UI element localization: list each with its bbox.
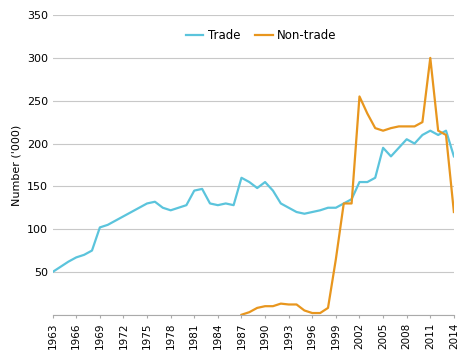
Legend: Trade, Non-trade: Trade, Non-trade — [181, 24, 342, 46]
Non-trade — [254, 306, 260, 310]
Non-trade — [302, 308, 307, 312]
Non-trade — [380, 129, 386, 133]
Y-axis label: Number ('000): Number ('000) — [11, 124, 21, 206]
Trade — [451, 154, 457, 158]
Non-trade — [412, 124, 417, 129]
Trade — [81, 253, 87, 257]
Non-trade — [420, 120, 425, 124]
Line: Trade: Trade — [53, 131, 454, 272]
Non-trade — [317, 311, 323, 315]
Trade — [309, 210, 315, 214]
Non-trade — [388, 126, 394, 130]
Non-trade — [278, 301, 283, 306]
Non-trade — [365, 111, 370, 116]
Non-trade — [451, 210, 457, 214]
Trade — [239, 176, 244, 180]
Non-trade — [443, 133, 449, 137]
Non-trade — [372, 126, 378, 130]
Non-trade — [239, 312, 244, 317]
Non-trade — [357, 94, 362, 99]
Trade — [428, 129, 433, 133]
Non-trade — [286, 302, 291, 307]
Non-trade — [349, 201, 354, 206]
Non-trade — [294, 302, 299, 307]
Non-trade — [396, 124, 402, 129]
Non-trade — [309, 311, 315, 315]
Trade — [50, 270, 55, 274]
Trade — [420, 133, 425, 137]
Non-trade — [270, 304, 276, 309]
Non-trade — [341, 201, 346, 206]
Line: Non-trade: Non-trade — [242, 58, 454, 315]
Non-trade — [333, 257, 339, 261]
Non-trade — [325, 306, 331, 310]
Non-trade — [262, 304, 268, 309]
Non-trade — [428, 56, 433, 60]
Non-trade — [404, 124, 409, 129]
Trade — [191, 188, 197, 193]
Non-trade — [435, 129, 441, 133]
Trade — [294, 210, 299, 214]
Non-trade — [247, 310, 252, 314]
